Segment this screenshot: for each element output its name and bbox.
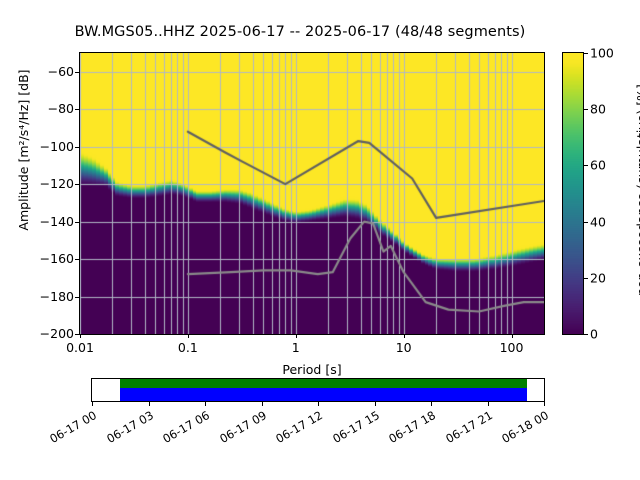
page-title: BW.MGS05..HHZ 2025-06-17 -- 2025-06-17 (… xyxy=(74,24,526,40)
x-tick-mark xyxy=(512,334,513,338)
colorbar-tick-mark xyxy=(584,165,588,166)
timeline-date-label: 06-17 09 xyxy=(216,408,269,446)
y-tick-mark xyxy=(75,109,79,110)
colorbar-tick-mark xyxy=(584,109,588,110)
timeline-segment xyxy=(120,379,528,401)
y-tick-mark xyxy=(75,72,79,73)
timeline-tick-mark xyxy=(92,402,93,406)
y-tick-label: −200 xyxy=(39,326,74,341)
timeline-tick-mark xyxy=(431,402,432,406)
timeline-tick-mark xyxy=(544,402,545,406)
colorbar-tick-label: 20 xyxy=(590,270,606,286)
y-tick-mark xyxy=(75,297,79,298)
ppsd-heatmap-canvas xyxy=(80,53,544,334)
timeline-green-band xyxy=(120,379,528,388)
x-tick-mark xyxy=(296,334,297,338)
timeline-date-label: 06-17 06 xyxy=(160,408,212,446)
y-tick-label: −100 xyxy=(39,138,74,154)
colorbar-tick-label: 0 xyxy=(590,326,598,342)
x-tick-label: 100 xyxy=(499,340,524,355)
timeline-date-label: 06-17 00 xyxy=(47,408,99,446)
y-tick-label: −180 xyxy=(39,288,74,304)
colorbar-label: non-exceedance (cumulative) [%] xyxy=(634,84,640,296)
timeline-tick-mark xyxy=(318,402,319,406)
y-tick-mark xyxy=(75,259,79,260)
x-tick-mark xyxy=(404,334,405,338)
timeline-date-label: 06-17 18 xyxy=(386,408,438,446)
timeline-tick-mark xyxy=(262,402,263,406)
x-tick-label: 1 xyxy=(291,340,300,355)
colorbar-tick-mark xyxy=(584,222,588,223)
timeline-date-label: 06-18 00 xyxy=(499,408,551,446)
timeline-date-label: 06-17 21 xyxy=(442,408,495,446)
y-tick-mark xyxy=(75,184,79,185)
colorbar-tick-label: 100 xyxy=(590,45,614,61)
y-tick-label: −80 xyxy=(47,101,74,117)
colorbar-tick-label: 40 xyxy=(590,214,606,230)
timeline-tick-mark xyxy=(375,402,376,406)
colorbar xyxy=(562,52,584,335)
timeline-date-label: 06-17 03 xyxy=(103,408,156,446)
y-tick-label: −160 xyxy=(39,251,74,267)
y-tick-mark xyxy=(75,334,79,335)
x-tick-label: 0.1 xyxy=(177,340,198,355)
colorbar-tick-mark xyxy=(584,334,588,335)
timeline-tick-mark xyxy=(149,402,150,406)
timeline-coverage-bar[interactable] xyxy=(91,378,545,402)
colorbar-tick-label: 80 xyxy=(590,101,606,117)
y-tick-label: −140 xyxy=(39,213,74,229)
y-tick-label: −60 xyxy=(47,63,74,79)
y-tick-label: −120 xyxy=(39,176,74,192)
x-tick-label: 10 xyxy=(395,340,412,355)
timeline-tick-mark xyxy=(488,402,489,406)
timeline-blue-band xyxy=(120,388,528,401)
colorbar-gradient xyxy=(563,53,583,334)
timeline-date-label: 06-17 15 xyxy=(329,408,382,446)
colorbar-tick-mark xyxy=(584,53,588,54)
colorbar-tick-mark xyxy=(584,278,588,279)
x-tick-mark xyxy=(188,334,189,338)
ppsd-plot-area[interactable] xyxy=(79,52,545,335)
y-tick-mark xyxy=(75,147,79,148)
y-tick-mark xyxy=(75,222,79,223)
x-tick-label: 0.01 xyxy=(66,340,94,355)
timeline-tick-mark xyxy=(205,402,206,406)
colorbar-tick-label: 60 xyxy=(590,157,606,173)
x-tick-mark xyxy=(80,334,81,338)
timeline-date-label: 06-17 12 xyxy=(273,408,325,446)
x-axis-label: Period [s] xyxy=(282,362,342,377)
